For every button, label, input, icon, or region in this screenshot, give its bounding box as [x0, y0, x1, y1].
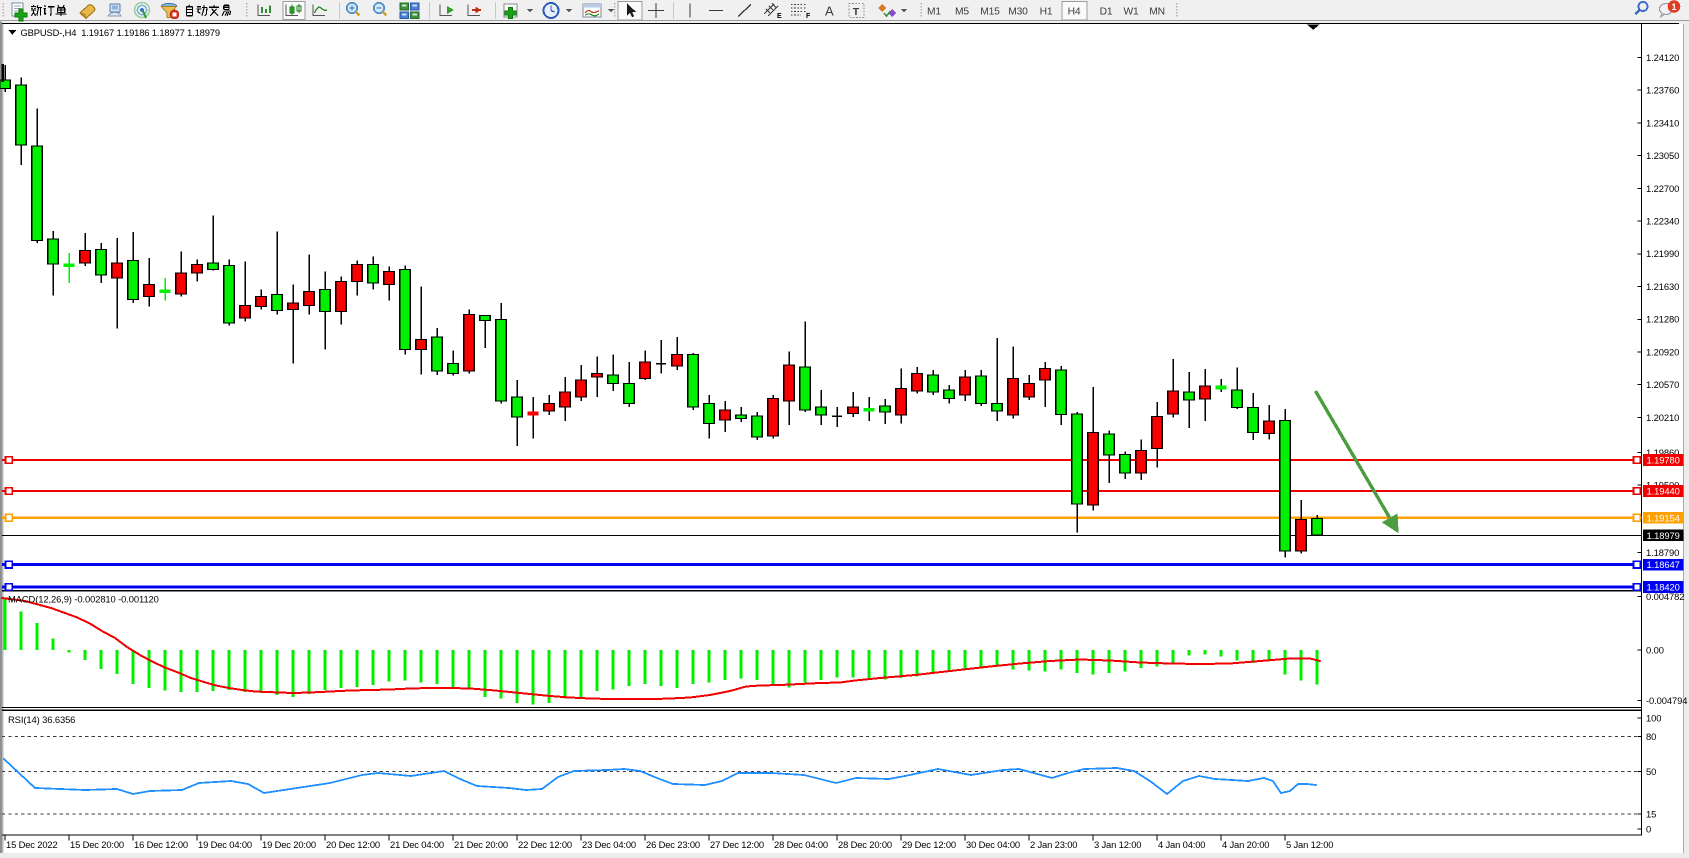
svg-text:H4: H4	[1068, 7, 1081, 18]
svg-text:28 Dec 20:00: 28 Dec 20:00	[838, 839, 892, 850]
svg-text:1.22340: 1.22340	[1646, 216, 1679, 227]
svg-text:MACD(12,26,9) -0.002810 -0.001: MACD(12,26,9) -0.002810 -0.001120	[8, 594, 159, 605]
svg-text:0.00: 0.00	[1646, 644, 1664, 655]
svg-text:1.24120: 1.24120	[1646, 52, 1679, 63]
svg-text:1.21990: 1.21990	[1646, 248, 1679, 259]
svg-text:1.21280: 1.21280	[1646, 314, 1679, 325]
svg-text:15 Dec 2022: 15 Dec 2022	[6, 839, 58, 850]
svg-text:1.20570: 1.20570	[1646, 379, 1679, 390]
svg-text:4 Jan 04:00: 4 Jan 04:00	[1158, 839, 1205, 850]
svg-text:1.19440: 1.19440	[1647, 486, 1680, 497]
svg-text:M1: M1	[927, 7, 941, 18]
svg-text:19 Dec 04:00: 19 Dec 04:00	[198, 839, 252, 850]
svg-text:28 Dec 04:00: 28 Dec 04:00	[774, 839, 828, 850]
svg-text:22 Dec 12:00: 22 Dec 12:00	[518, 839, 572, 850]
svg-text:4 Jan 20:00: 4 Jan 20:00	[1222, 839, 1269, 850]
svg-text:15: 15	[1646, 808, 1656, 819]
svg-text:1.19154: 1.19154	[1647, 512, 1680, 523]
svg-text:29 Dec 12:00: 29 Dec 12:00	[902, 839, 956, 850]
svg-text:16 Dec 12:00: 16 Dec 12:00	[134, 839, 188, 850]
svg-text:GBPUSD-,H4 1.19167 1.19186 1.: GBPUSD-,H4 1.19167 1.19186 1.18977 1.189…	[21, 27, 220, 38]
svg-text:M15: M15	[980, 7, 1000, 18]
svg-text:1.23760: 1.23760	[1646, 85, 1679, 96]
svg-text:23 Dec 04:00: 23 Dec 04:00	[582, 839, 636, 850]
svg-text:-0.004794: -0.004794	[1646, 695, 1687, 706]
svg-text:100: 100	[1646, 712, 1661, 723]
svg-text:1.22700: 1.22700	[1646, 183, 1679, 194]
svg-text:19 Dec 20:00: 19 Dec 20:00	[262, 839, 316, 850]
svg-text:26 Dec 23:00: 26 Dec 23:00	[646, 839, 700, 850]
svg-text:A: A	[825, 4, 834, 19]
svg-text:1.19780: 1.19780	[1647, 455, 1680, 466]
svg-text:M5: M5	[955, 7, 969, 18]
svg-text:21 Dec 04:00: 21 Dec 04:00	[390, 839, 444, 850]
svg-text:27 Dec 12:00: 27 Dec 12:00	[710, 839, 764, 850]
svg-text:W1: W1	[1123, 7, 1139, 18]
svg-text:20 Dec 12:00: 20 Dec 12:00	[326, 839, 380, 850]
svg-text:1: 1	[1671, 2, 1677, 13]
svg-text:1.18420: 1.18420	[1647, 582, 1680, 593]
svg-text:T: T	[853, 6, 860, 18]
svg-text:21 Dec 20:00: 21 Dec 20:00	[454, 839, 508, 850]
svg-text:50: 50	[1646, 766, 1656, 777]
svg-text:1.23050: 1.23050	[1646, 150, 1679, 161]
svg-text:1.18979: 1.18979	[1647, 530, 1680, 541]
svg-text:1.19860: 1.19860	[1646, 447, 1679, 458]
svg-text:M30: M30	[1008, 7, 1028, 18]
svg-text:3 Jan 12:00: 3 Jan 12:00	[1094, 839, 1141, 850]
svg-text:2 Jan 23:00: 2 Jan 23:00	[1030, 839, 1077, 850]
svg-text:1.18647: 1.18647	[1647, 559, 1680, 570]
svg-text:5 Jan 12:00: 5 Jan 12:00	[1286, 839, 1333, 850]
svg-text:F: F	[806, 13, 811, 20]
svg-text:E: E	[777, 13, 782, 20]
svg-text:1.18790: 1.18790	[1646, 547, 1679, 558]
svg-text:80: 80	[1646, 731, 1656, 742]
svg-text:1.23410: 1.23410	[1646, 117, 1679, 128]
svg-text:15 Dec 20:00: 15 Dec 20:00	[70, 839, 124, 850]
svg-text:H1: H1	[1040, 7, 1053, 18]
svg-text:1.21630: 1.21630	[1646, 281, 1679, 292]
svg-text:MN: MN	[1149, 7, 1165, 18]
svg-text:D1: D1	[1100, 7, 1113, 18]
svg-text:30 Dec 04:00: 30 Dec 04:00	[966, 839, 1020, 850]
svg-text:0: 0	[1646, 823, 1651, 834]
svg-text:1.20210: 1.20210	[1646, 412, 1679, 423]
svg-text:1.20920: 1.20920	[1646, 346, 1679, 357]
svg-text:0.004782: 0.004782	[1646, 591, 1684, 602]
svg-text:1.19500: 1.19500	[1646, 480, 1679, 491]
svg-text:RSI(14) 36.6356: RSI(14) 36.6356	[8, 714, 75, 725]
